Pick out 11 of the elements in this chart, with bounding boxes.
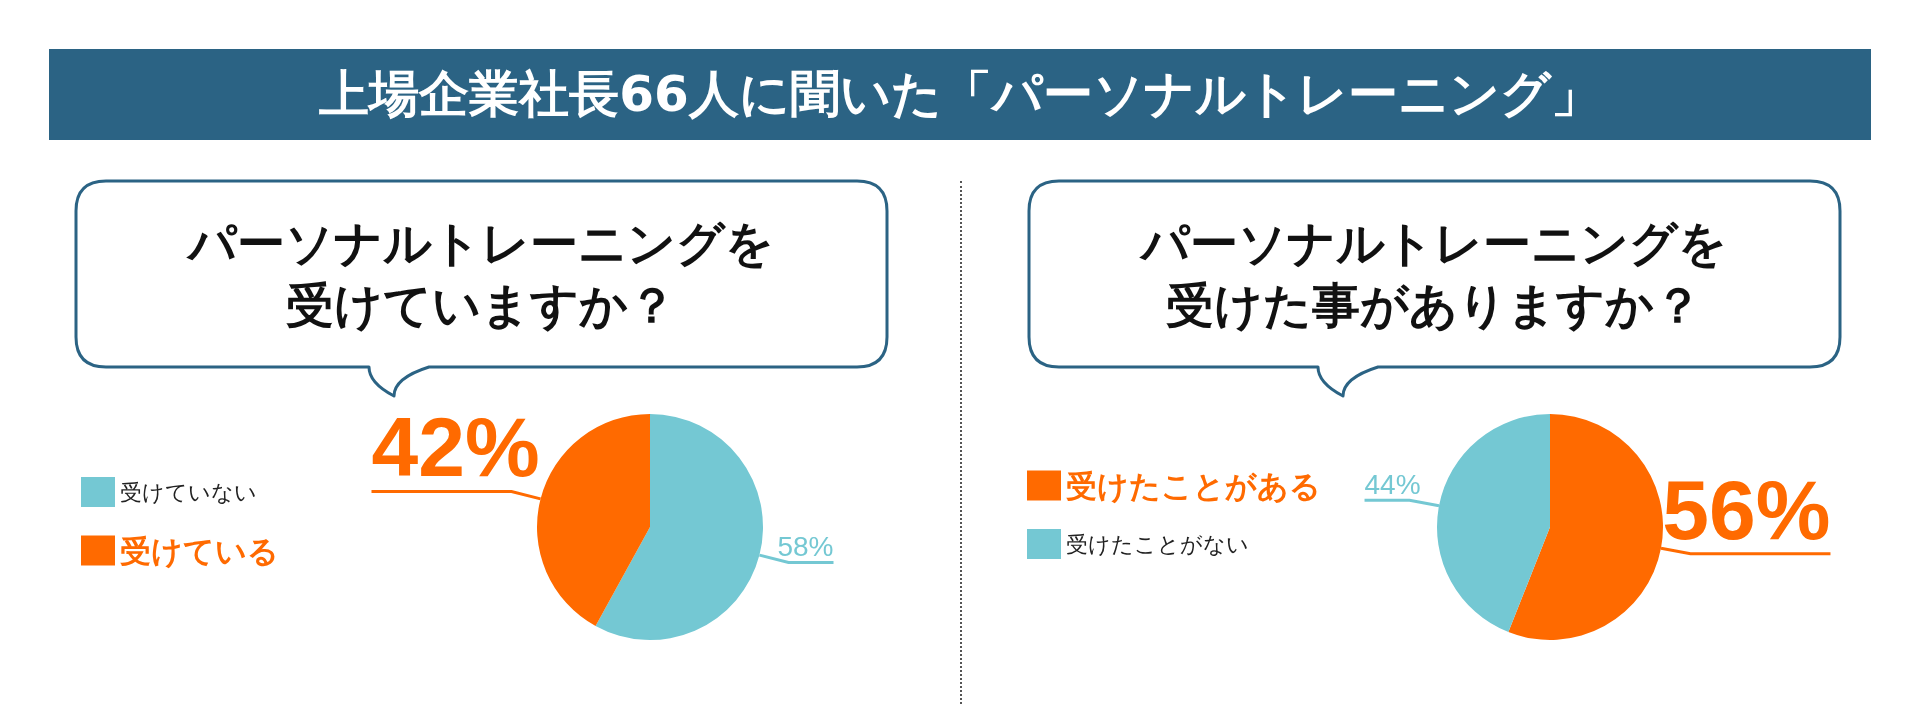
legend-label: 受けたことがない [1066,531,1249,557]
data-label: 42% [371,400,540,495]
data-label: 44% [1364,468,1421,500]
data-label: 58% [777,531,834,563]
legend-label: 受けていない [120,479,257,505]
legend-label: 受けている [120,532,279,569]
chart-subtitle: パーソナルトレーニングを受けていますか？ [185,213,776,335]
text: 上場企業社長66人に聞いた「パーソナルトレーニング」 [49,49,1871,140]
legend-label: 受けたことがある [1066,467,1321,504]
data-label: 56% [1662,462,1831,557]
chart-subtitle: パーソナルトレーニングを受けた事がありますか？ [1138,213,1729,335]
